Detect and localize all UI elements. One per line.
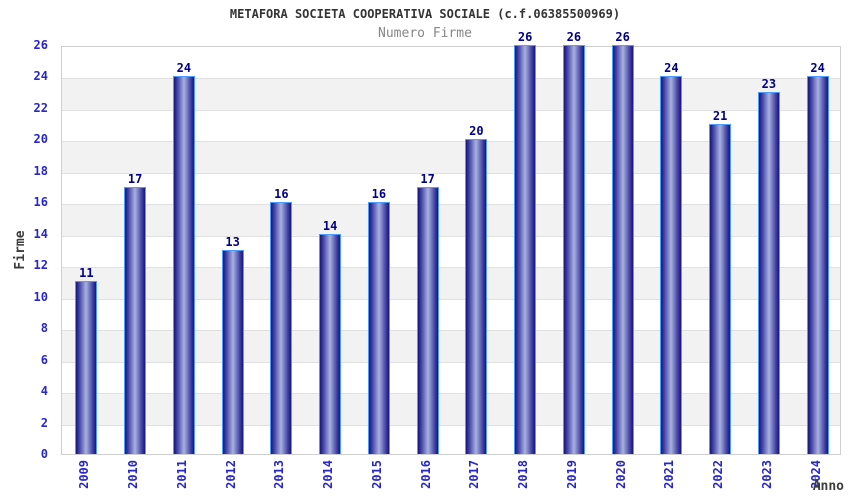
y-tick-label: 16	[33, 195, 48, 210]
bar-value-label: 13	[225, 234, 240, 249]
y-axis-tick-labels: 0 2 4 6 8 10 12 14 16 18 20 22 24 26	[0, 38, 55, 461]
bar	[367, 202, 390, 454]
x-tick-label: 2014	[321, 460, 336, 489]
y-tick-label: 24	[33, 69, 48, 84]
y-tick-label: 8	[40, 321, 48, 336]
y-tick-label: 14	[33, 226, 48, 241]
bar-value-label: 20	[469, 124, 484, 139]
y-tick-label: 26	[33, 38, 48, 52]
bar-value-label: 26	[517, 30, 533, 44]
x-tick-label: 2017	[467, 460, 482, 489]
bar-value-label: 11	[79, 265, 94, 280]
bar	[221, 249, 244, 454]
grid-band	[62, 424, 840, 456]
y-tick-label: 12	[33, 258, 48, 273]
bar-value-label: 17	[127, 171, 143, 186]
x-tick-label: 2010	[126, 460, 141, 489]
x-tick-label: 2015	[369, 460, 384, 489]
grid-band	[62, 172, 840, 204]
x-axis-title: Anno	[812, 479, 844, 494]
y-tick-label: 2	[40, 415, 48, 430]
bar-value-label: 23	[761, 77, 777, 92]
x-tick-label: 2012	[223, 460, 238, 489]
bar-value-label: 21	[712, 108, 728, 123]
x-tick-label: 2020	[613, 460, 628, 489]
bar-value-label: 24	[810, 61, 825, 76]
y-tick-label: 20	[33, 132, 48, 147]
bar-value-label: 16	[371, 187, 387, 202]
bar-value-label: 16	[274, 187, 289, 202]
x-tick-label: 2021	[662, 460, 677, 489]
grid-band	[62, 109, 840, 141]
grid-band	[62, 298, 840, 330]
bar	[270, 202, 293, 454]
chart-title: METAFORA SOCIETA COOPERATIVA SOCIALE (c.…	[229, 7, 621, 21]
bar	[319, 233, 342, 454]
y-tick-label: 6	[40, 352, 48, 367]
grid-band	[62, 361, 840, 393]
bar-value-label: 24	[176, 61, 192, 76]
x-tick-label: 2019	[564, 460, 579, 489]
bar	[124, 186, 147, 454]
bar	[562, 45, 585, 454]
plot-area: 11 17 24 13 16 14 16 17 20 26 26 26 24 21 23 24	[61, 30, 841, 456]
bar	[416, 186, 439, 454]
bar	[757, 92, 780, 454]
bar-value-label: 14	[322, 218, 338, 233]
bar	[709, 123, 732, 454]
y-tick-label: 0	[40, 447, 48, 461]
bar	[514, 45, 537, 454]
x-axis-tick-labels: 2009 2010 2011 2012 2013 2014 2015 2016 2017 2018…	[61, 460, 841, 500]
bar	[465, 139, 488, 454]
x-tick-label: 2023	[759, 460, 774, 489]
x-tick-label: 2018	[516, 460, 531, 489]
x-tick-label: 2009	[77, 460, 92, 489]
y-tick-label: 18	[33, 163, 48, 178]
chart-subtitle: Numero Firme	[378, 26, 472, 41]
y-tick-label: 22	[33, 100, 48, 115]
bar	[660, 76, 683, 454]
bar	[806, 76, 829, 454]
bar	[611, 45, 634, 454]
grid-band	[62, 235, 840, 267]
bar	[172, 76, 195, 454]
y-tick-label: 10	[33, 289, 48, 304]
bar-value-label: 26	[566, 30, 582, 44]
bar-value-label: 26	[615, 30, 630, 44]
x-tick-label: 2013	[272, 460, 287, 489]
bar-value-label: 17	[420, 171, 435, 186]
bar	[75, 280, 98, 454]
x-tick-label: 2016	[418, 460, 433, 489]
y-tick-label: 4	[40, 384, 48, 399]
x-tick-label: 2022	[711, 460, 726, 489]
bar-value-label: 24	[664, 61, 679, 76]
x-tick-label: 2011	[174, 460, 189, 489]
